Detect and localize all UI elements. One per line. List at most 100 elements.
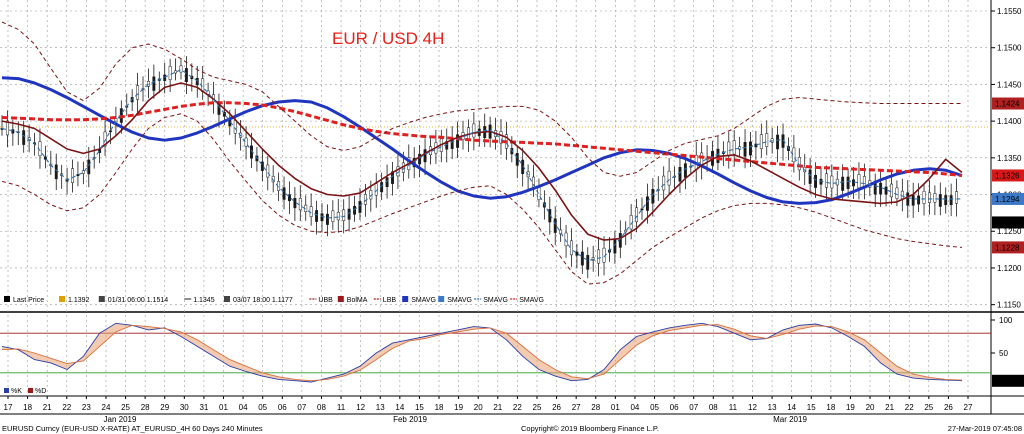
x-tick-label: 08 [317, 403, 326, 412]
x-tick-label: 06 [670, 403, 679, 412]
legend-label: 1.1345 [193, 297, 215, 304]
x-tick-label: 12 [356, 403, 365, 412]
legend-swatch [402, 296, 409, 302]
candle-body [955, 191, 959, 204]
price-tag-label: 1.1424 [995, 100, 1020, 109]
legend-swatch [59, 296, 65, 302]
osc-value-tag-label: 7.8735 [994, 377, 1019, 386]
x-tick-label: 01 [611, 403, 620, 412]
x-tick-label: 01 [219, 403, 228, 412]
candle-body [81, 170, 85, 174]
legend-swatch [337, 296, 344, 302]
candle-body [553, 218, 557, 233]
candle-body [260, 161, 264, 171]
x-tick-label: 26 [944, 403, 953, 412]
candle-body [662, 175, 666, 191]
x-tick-label: 05 [258, 403, 267, 412]
x-tick-label: 20 [474, 403, 483, 412]
x-tick-label: 04 [630, 403, 639, 412]
candle-body [667, 170, 671, 186]
candle-body [645, 196, 649, 211]
footer-left: EURUSD Curncy (EUR-USD X-RATE) AT_EURUSD… [2, 424, 263, 433]
candle-body [857, 174, 861, 189]
candle-body [466, 127, 470, 139]
x-month-label: Feb 2019 [393, 415, 427, 424]
legend-label: UBB [318, 297, 333, 304]
candle-body [559, 229, 563, 235]
x-tick-label: 29 [160, 403, 169, 412]
candle-body [288, 194, 291, 202]
series-line-bolma-2 [1, 82, 963, 241]
candle-body [928, 192, 931, 203]
osc-legend-swatch [28, 388, 33, 393]
candle-body [624, 229, 628, 233]
candle-body [293, 198, 297, 209]
price-tag-label: 1.1294 [995, 195, 1020, 204]
price-tag-label: 1.1326 [995, 171, 1020, 180]
price-tag-label: 1.1262 [995, 218, 1020, 227]
candle-body [342, 209, 346, 221]
candle-body [233, 120, 237, 134]
main-panel-frame [0, 0, 991, 312]
candle-body [879, 182, 883, 195]
x-tick-label: 18 [23, 403, 32, 412]
candle-body [727, 141, 731, 157]
x-tick-label: 30 [180, 403, 189, 412]
candle-body [846, 176, 850, 189]
candle-body [5, 120, 9, 136]
legend-swatch [438, 296, 445, 302]
candle-body [282, 187, 286, 200]
candle-body [456, 134, 460, 148]
candle-body [109, 130, 112, 133]
candle-body [835, 178, 839, 186]
candle-body [336, 212, 340, 221]
series-line-smavg-1 [1, 101, 963, 177]
candle-body [830, 175, 834, 189]
x-tick-label: 22 [905, 403, 914, 412]
y-tick-label: 1.1150 [997, 301, 1021, 310]
x-tick-label: 15 [807, 403, 816, 412]
candle-body [179, 65, 183, 73]
footer-right: 27-Mar-2019 07:45:08 [948, 424, 1022, 433]
legend-label: SMAVG [519, 297, 544, 304]
legend-label: Last Price [13, 297, 44, 304]
footer-center: Copyright© 2019 Bloomberg Finance L.P. [521, 424, 659, 433]
legend-label: SMAVG [411, 297, 436, 304]
candle-body [298, 198, 302, 211]
x-tick-label: 18 [826, 403, 835, 412]
y-tick-label: 1.1250 [997, 227, 1022, 236]
x-tick-label: 14 [395, 403, 404, 412]
candle-body [906, 192, 910, 206]
candle-body [640, 208, 644, 211]
x-month-label: Mar 2019 [773, 415, 807, 424]
x-tick-label: 18 [435, 403, 444, 412]
candle-body [792, 147, 796, 163]
legend-swatch [98, 296, 105, 302]
x-tick-label: 05 [650, 403, 659, 412]
osc-legend-swatch [4, 388, 9, 393]
candle-body [749, 141, 752, 156]
x-tick-label: 21 [43, 403, 52, 412]
candle-body [11, 129, 15, 134]
price-tag [992, 241, 1024, 254]
candle-body [152, 76, 156, 91]
candle-body [754, 143, 758, 148]
x-tick-label: 12 [748, 403, 757, 412]
candle-body [683, 163, 687, 178]
candle-body [635, 207, 639, 223]
candle-body [575, 251, 579, 256]
candle-body [195, 77, 199, 86]
candle-body [174, 70, 178, 74]
x-tick-label: 13 [376, 403, 385, 412]
candle-body [76, 174, 80, 177]
candle-body [103, 131, 107, 147]
legend-label: 03/07 18:00 1.1177 [233, 297, 293, 304]
legend-label: BolMA [347, 297, 368, 304]
candle-body [499, 131, 503, 144]
legend-label: SMAVG [483, 297, 508, 304]
x-tick-label: 27 [964, 403, 973, 412]
legend-label: LBB [383, 297, 397, 304]
candle-body [808, 169, 812, 184]
candle-body [43, 156, 47, 160]
candle-body [266, 164, 270, 178]
